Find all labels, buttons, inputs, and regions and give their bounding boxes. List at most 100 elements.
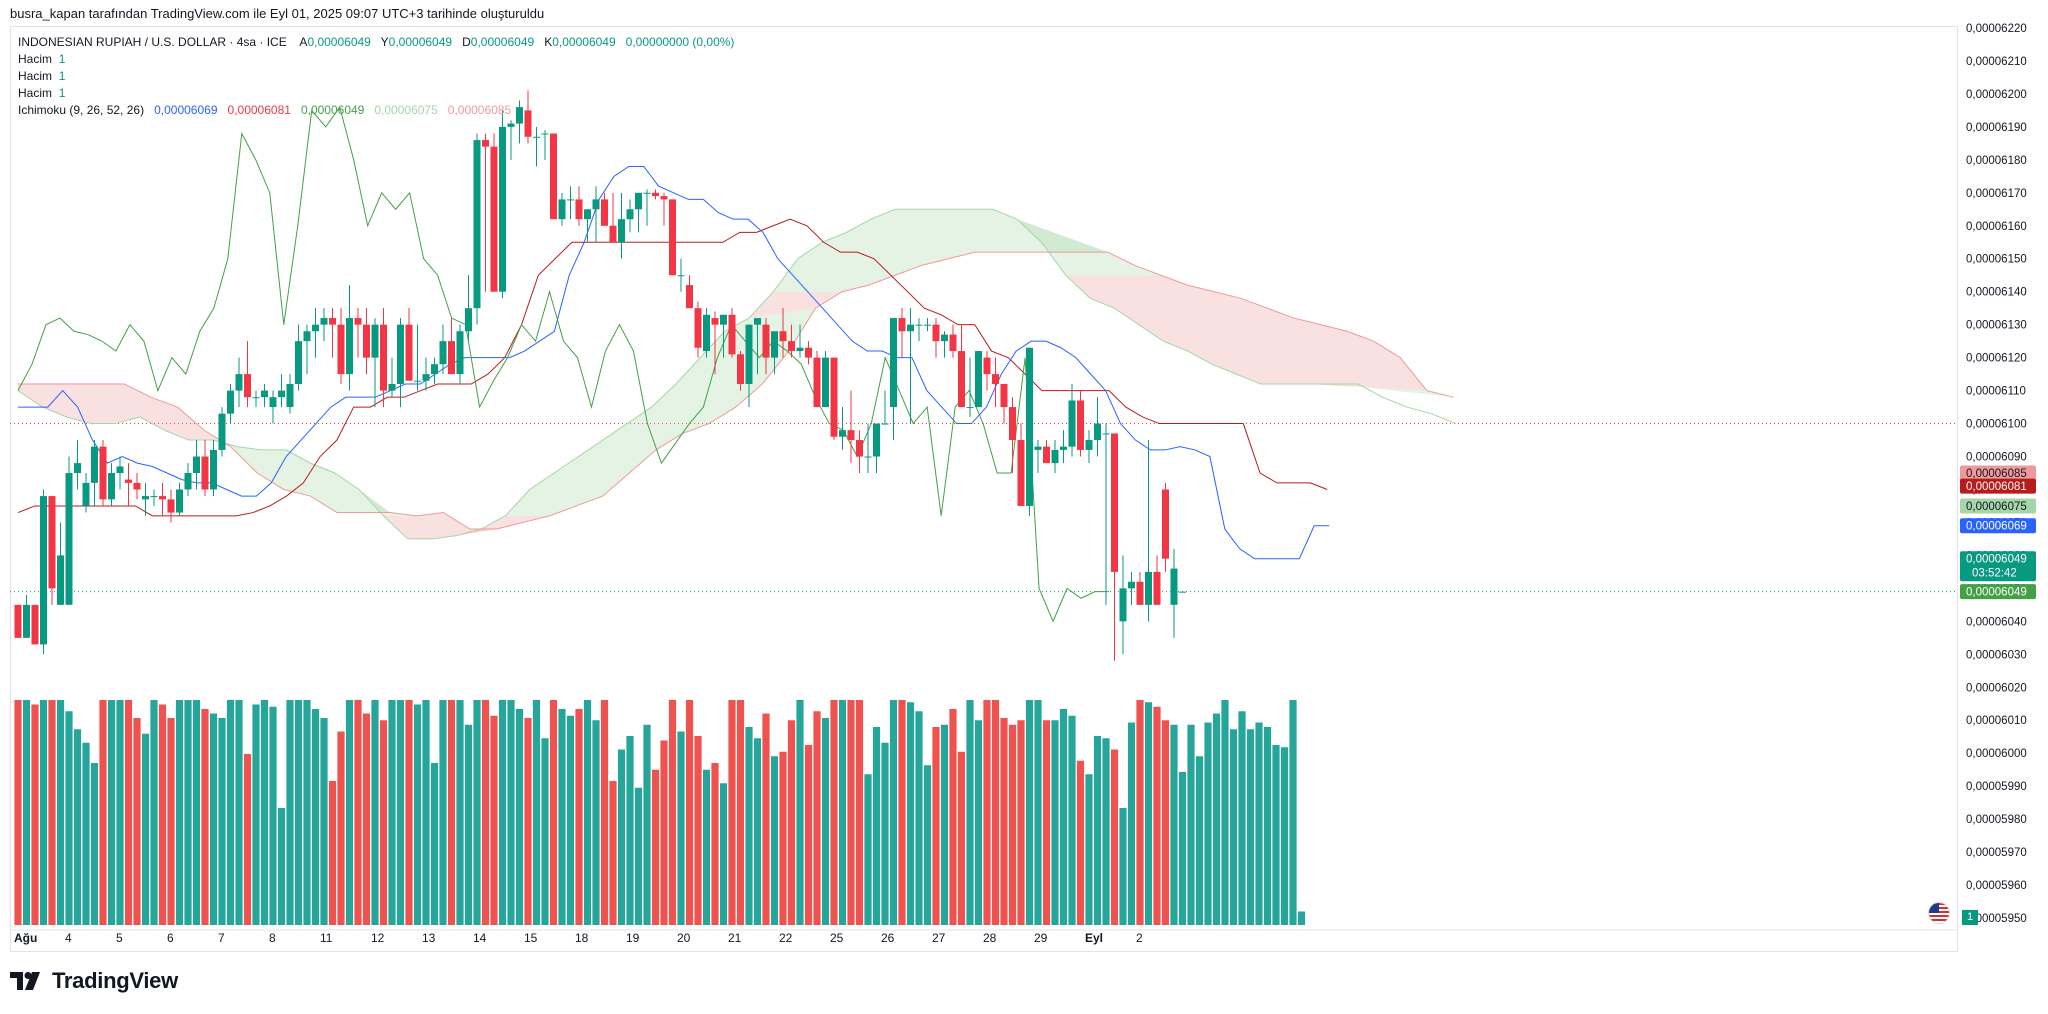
candle-body [524,110,532,137]
volume-bar [1144,702,1153,925]
cloud-segment [870,209,975,259]
candle-body [329,318,336,325]
y-tick-label: 0,00005970 [1966,847,2027,859]
volume-bar [949,709,957,925]
volume-bar [898,700,906,925]
candle-body [1034,446,1042,450]
candle-body [839,430,846,437]
volume-bar [1008,724,1017,925]
candle-body [388,384,396,391]
candle-body [822,357,829,408]
candle-body [397,324,404,384]
volume-bar [872,727,881,925]
volume-bar [1034,700,1042,925]
cloud-segment [529,473,603,506]
candle-body [1102,433,1110,435]
volume-bar [1068,715,1076,925]
candle-body [125,479,132,483]
volume-bar [753,738,762,925]
y-tick-label: 0,00005960 [1966,880,2027,892]
x-tick-label: 7 [218,931,225,945]
candle-body [108,473,115,500]
ichimoku-cloud [18,209,1454,539]
legend-span-b-value: 0,00006085 [447,103,512,117]
candle-body [941,334,948,342]
x-tick-label: 14 [473,931,487,945]
cloud-segment [968,209,1082,253]
volume-bar [1153,706,1161,925]
volume-bar [481,700,490,925]
candle-body [312,324,319,332]
x-tick-label: 15 [524,931,538,945]
cloud-segment [505,489,577,516]
cloud-segment [1236,331,1374,384]
candle-body [864,456,872,458]
volume-bar [1119,808,1127,925]
chart-caption: busra_kapan tarafından TradingView.com i… [10,6,545,21]
volume-bar [966,700,974,925]
legend-volume-row[interactable]: Hacim 1 [18,51,734,68]
candle-body [1128,581,1135,589]
legend-volume-value: 1 [58,52,66,66]
volume-bar [719,783,728,925]
candle-body [448,341,455,375]
x-tick-label: 19 [626,931,640,945]
candle-body [762,324,770,358]
volume-bar [609,781,617,925]
volume-bar [983,700,991,925]
tradingview-footer[interactable]: TradingView [10,968,178,994]
volume-bar [354,700,362,925]
candle-body [337,324,345,375]
cloud-segment [1260,341,1401,384]
volume-bar [889,700,898,925]
y-tick-label: 0,00006000 [1966,748,2027,760]
cloud-segment [407,512,470,539]
volume-bar [864,774,872,925]
volume-bar [1289,700,1297,925]
legend-low-value: 0,00006049 [470,35,535,49]
y-tick-label: 0,00005980 [1966,814,2027,826]
us-flag-icon[interactable] [1928,902,1950,924]
cloud-segment [1187,318,1321,365]
volume-bar [14,700,22,925]
volume-bar [524,718,532,925]
volume-bar [379,720,388,925]
candle-body [31,604,39,645]
x-tick-label: 8 [269,931,276,945]
tenkan-line [18,165,1330,560]
volume-bar [269,706,277,925]
candle-body [609,225,617,243]
volume-bar [634,787,643,925]
y-tick-label: 0,00006130 [1966,320,2027,332]
candle-body [184,473,192,490]
candle-body [898,318,906,332]
volume-bar [855,700,864,925]
candle-body [346,318,353,375]
volume-bar [201,709,209,925]
volume-bar [82,742,90,925]
candle-body [728,314,736,355]
legend-volume-row[interactable]: Hacim 1 [18,85,734,102]
y-tick-label: 0,00006200 [1966,89,2027,101]
volume-bar [592,720,600,925]
volume-bar [821,718,830,925]
candle-body [1077,400,1084,450]
volume-bar [745,727,753,925]
volume-bar [736,700,745,925]
volume-bar [107,700,116,925]
cloud-segment [554,456,630,497]
volume-bar [99,700,107,925]
volume-bar [439,700,447,925]
candle-body [14,604,22,638]
volume-bar [48,700,56,925]
candle-body [431,364,438,375]
candle-body [405,324,413,381]
candle-body [439,341,447,365]
x-tick-label: 29 [1034,931,1048,945]
legend-symbol-row[interactable]: INDONESIAN RUPIAH / U.S. DOLLAR · 4sa · … [18,34,734,51]
volume-bar [660,740,668,925]
x-tick-label: 11 [320,931,333,945]
legend-volume-row[interactable]: Hacim 1 [18,68,734,85]
legend-ichimoku-row[interactable]: Ichimoku (9, 26, 52, 26) 0,00006069 0,00… [18,102,734,119]
